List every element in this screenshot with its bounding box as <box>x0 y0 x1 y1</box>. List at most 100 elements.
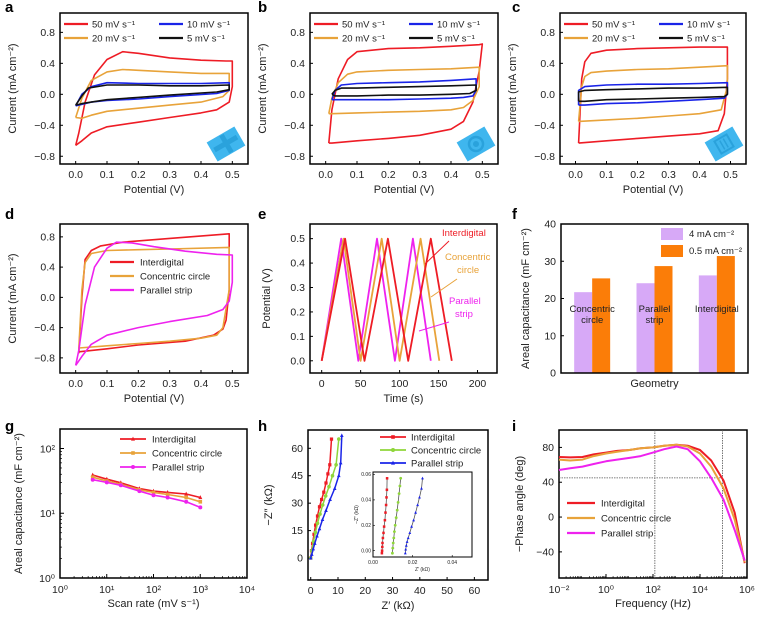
annotation-arrow <box>424 240 450 265</box>
legend-swatch <box>661 245 683 257</box>
y-tick-label: 0.8 <box>540 27 555 39</box>
y-tick-label: 0.4 <box>40 262 55 274</box>
bar <box>716 256 735 373</box>
y-tick-label: 0 <box>550 368 556 380</box>
series-line <box>92 474 201 499</box>
panel-c: c −0.8 −0.4 0.0 0.4 0.8 0.0 0.1 0.2 0.3 0.4 0.5 Pote… <box>507 0 747 196</box>
y-tick-label: 0.8 <box>290 27 305 39</box>
data-point <box>391 448 395 452</box>
legend-label: Parallel strip <box>152 463 204 474</box>
data-point <box>324 481 328 485</box>
data-point <box>118 483 123 488</box>
legend-label: Parallel strip <box>140 286 192 297</box>
data-point <box>165 492 170 497</box>
chip-substrate <box>704 126 744 162</box>
inset-y-tick-label: 0.00 <box>361 548 371 554</box>
data-point <box>414 510 417 514</box>
legend-label: Interdigital <box>152 435 196 446</box>
inset-chart: 0.00 0.02 0.04 0.00 0.02 0.04 0.06 Z′ (kΩ) −Z″ (… <box>354 471 473 573</box>
y-tick-label: 0.5 <box>290 233 305 245</box>
data-point <box>391 435 395 439</box>
legend-label: Interdigital <box>140 258 184 269</box>
legend-label: 10 mV s⁻¹ <box>437 20 480 31</box>
y-tick-label: −0.8 <box>34 352 55 364</box>
x-tick-label: 0.3 <box>661 169 676 181</box>
series-line <box>74 241 234 366</box>
legend-label: 10 mV s⁻¹ <box>187 20 230 31</box>
x-tick-label: 30 <box>387 585 399 597</box>
panel-label: i <box>512 418 516 435</box>
data-point <box>198 495 203 500</box>
y-tick-label: 10⁰ <box>39 573 56 585</box>
y-tick-label: −0.8 <box>284 151 305 163</box>
panel-i: i −40 0 40 80 10⁻² 10⁰ 10² 10⁴ 10⁶ Frequency (Hz) −… <box>512 418 755 610</box>
data-point <box>397 492 401 495</box>
y-tick-label: 0.4 <box>40 58 55 70</box>
panel-b: b −0.8 −0.4 0.0 0.4 0.8 0.0 0.1 0.2 0.3 0.4 0.5 Pote… <box>257 0 499 196</box>
legend-label: 20 mV s⁻¹ <box>92 34 135 45</box>
y-tick-label: 0.4 <box>540 58 555 70</box>
data-point <box>184 491 189 496</box>
data-point <box>340 433 344 437</box>
data-point <box>317 526 322 531</box>
y-axis-label: Areal capacitance (mF cm⁻²) <box>13 433 25 574</box>
x-tick-label: 10 <box>332 585 344 597</box>
y-tick-label: 0 <box>548 512 554 524</box>
data-point <box>131 465 135 469</box>
x-axis-label: Frequency (Hz) <box>615 598 691 610</box>
x-tick-label: 0.5 <box>225 169 240 181</box>
series-line <box>577 86 729 103</box>
series-line <box>328 43 484 144</box>
x-tick-label: 100 <box>391 378 409 390</box>
data-point <box>420 486 423 490</box>
panel-h: h 0 15 30 45 60 0 10 20 30 40 50 60 Z′ (kΩ) −Z″ (kΩ) In… <box>258 418 489 612</box>
panel-label: g <box>5 418 14 435</box>
data-point <box>151 493 156 498</box>
x-axis-label: Potential (V) <box>124 393 185 405</box>
y-tick-label: 45 <box>291 470 303 482</box>
x-tick-label: 0.2 <box>131 169 146 181</box>
inset-y-tick-label: 0.06 <box>361 472 371 478</box>
series-line <box>577 64 729 123</box>
y-tick-label: −0.8 <box>534 151 555 163</box>
annotation-label: circle <box>457 265 479 276</box>
annotation-label: Concentric <box>445 252 491 263</box>
x-tick-label: 0 <box>319 378 325 390</box>
data-point <box>165 495 170 500</box>
data-point <box>334 463 338 467</box>
bar <box>654 266 673 373</box>
electrode <box>473 141 479 147</box>
plot-frame <box>59 12 249 165</box>
inset-y-tick-label: 0.02 <box>361 523 371 529</box>
electrode <box>719 140 726 150</box>
legend-label: Interdigital <box>601 499 645 510</box>
data-point <box>104 480 109 485</box>
data-point <box>380 551 384 555</box>
y-tick-label: 0.0 <box>40 292 55 304</box>
category-label: Concentric <box>569 304 615 315</box>
bar <box>698 275 717 373</box>
series-line <box>92 476 201 503</box>
legend-label: Interdigital <box>411 433 455 444</box>
data-point <box>198 500 203 504</box>
y-tick-label: 0.8 <box>40 27 55 39</box>
x-tick-label: 0 <box>308 585 314 597</box>
data-point <box>332 486 337 490</box>
y-tick-label: 10 <box>544 330 556 342</box>
plot-frame <box>309 12 499 165</box>
annotation-label: strip <box>455 309 473 320</box>
y-tick-label: 0.1 <box>290 331 305 343</box>
data-point <box>308 555 313 560</box>
legend-label: 20 mV s⁻¹ <box>342 34 385 45</box>
x-tick-label: 10⁴ <box>692 584 708 596</box>
data-point <box>184 499 189 504</box>
y-tick-label: 20 <box>544 293 556 305</box>
x-tick-label: 50 <box>441 585 453 597</box>
y-tick-label: 0.0 <box>540 89 555 101</box>
x-tick-label: 0.2 <box>381 169 396 181</box>
parallel-strip-device-photo <box>704 126 744 162</box>
x-tick-label: 0.5 <box>225 378 240 390</box>
x-tick-label: 150 <box>430 378 448 390</box>
electrode <box>467 135 485 153</box>
